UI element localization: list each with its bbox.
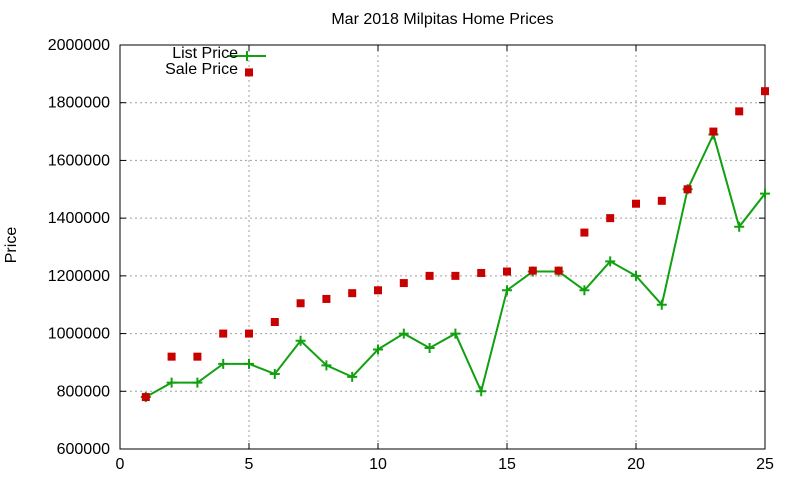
list-price-point xyxy=(656,299,667,310)
sale-price-point xyxy=(503,267,511,276)
sale-price-point xyxy=(606,214,615,223)
y-axis-label: Price xyxy=(3,226,20,264)
list-price-point xyxy=(347,371,358,382)
list-price-point xyxy=(321,360,332,371)
list-price-point xyxy=(269,368,280,379)
legend-marker-sale-price xyxy=(245,68,253,77)
x-tick-label: 20 xyxy=(627,456,645,473)
plot-border xyxy=(119,44,766,450)
sale-price-point xyxy=(425,271,434,280)
list-price-point xyxy=(244,358,254,369)
y-tick-label: 800000 xyxy=(57,383,110,400)
sale-price-point xyxy=(580,228,589,237)
sale-price-point xyxy=(477,268,486,277)
legend-label-list-price: List Price xyxy=(172,45,238,62)
sale-price-point xyxy=(296,299,305,308)
list-price-point xyxy=(192,377,203,388)
sale-price-point xyxy=(167,352,176,361)
sale-price-point xyxy=(219,329,228,338)
sale-price-point xyxy=(451,271,460,280)
list-price-point xyxy=(295,335,306,346)
list-price-point xyxy=(476,386,487,397)
list-price-point xyxy=(760,188,770,199)
x-tick-label: 0 xyxy=(116,456,125,473)
list-price-point xyxy=(166,377,177,388)
sale-price-point xyxy=(348,289,357,298)
list-price-point xyxy=(424,343,435,353)
list-price-line xyxy=(145,131,766,398)
list-price-point xyxy=(218,358,229,369)
legend-label-sale-price: Sale Price xyxy=(165,61,238,78)
y-tick-label: 1200000 xyxy=(48,268,110,285)
sale-price-point xyxy=(657,196,666,205)
sale-price-point xyxy=(374,286,382,295)
y-tick-label: 1400000 xyxy=(48,210,110,227)
y-tick-label: 1600000 xyxy=(48,152,110,169)
list-price-point xyxy=(734,221,745,232)
list-price-point xyxy=(398,328,409,339)
sale-price-point xyxy=(735,107,744,116)
list-price-point xyxy=(579,285,590,296)
sale-price-point xyxy=(245,329,253,338)
y-tick-label: 2000000 xyxy=(48,37,110,54)
y-tick-label: 1800000 xyxy=(48,95,110,112)
sale-price-point xyxy=(141,393,150,402)
y-tick-label: 1000000 xyxy=(48,326,110,343)
sale-price-point xyxy=(709,127,718,136)
sale-price-point xyxy=(761,87,769,96)
sale-price-point xyxy=(193,352,202,361)
y-tick-label: 600000 xyxy=(57,441,110,458)
x-tick-label: 10 xyxy=(369,456,387,473)
sale-price-point xyxy=(683,185,692,194)
sale-price-point xyxy=(270,318,279,327)
x-tick-label: 5 xyxy=(245,456,254,473)
x-tick-label: 25 xyxy=(756,456,774,473)
list-price-point xyxy=(631,270,641,281)
legend-marker-list-price xyxy=(242,51,252,61)
list-price-point xyxy=(605,256,616,267)
x-tick-label: 15 xyxy=(498,456,516,473)
sale-price-point xyxy=(554,266,563,275)
sale-price-point xyxy=(399,279,408,288)
list-price-point xyxy=(450,328,461,339)
sale-price-point xyxy=(322,294,331,303)
legend-item-sale-price: Sale Price xyxy=(130,62,268,78)
list-price-point xyxy=(502,285,512,296)
list-price-point xyxy=(373,344,383,355)
legend: List Price Sale Price xyxy=(130,46,268,78)
legend-item-list-price: List Price xyxy=(130,46,268,62)
chart-title: Mar 2018 Milpitas Home Prices xyxy=(331,11,554,28)
sale-price-point xyxy=(632,199,640,208)
sale-price-point xyxy=(528,266,537,275)
